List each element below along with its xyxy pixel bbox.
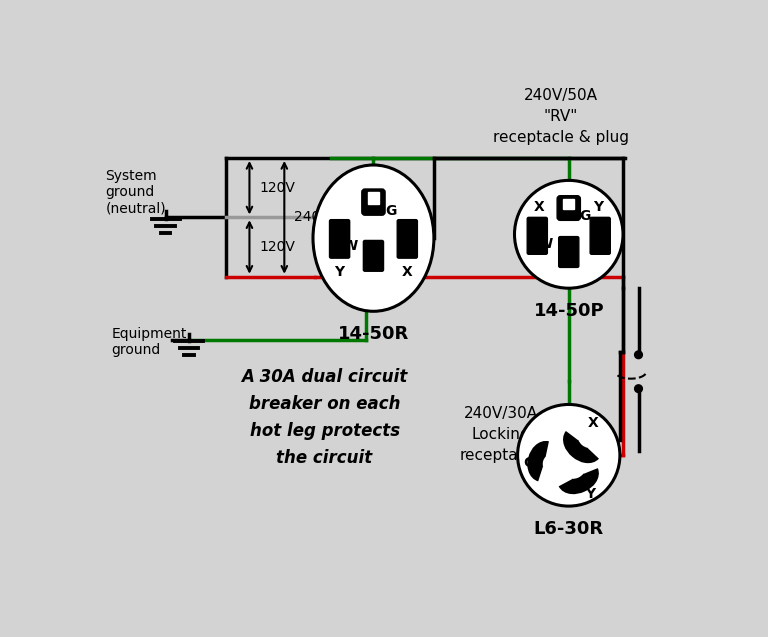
Polygon shape xyxy=(563,199,574,209)
Ellipse shape xyxy=(313,165,434,311)
Text: 120V: 120V xyxy=(260,181,296,195)
Text: A 30A dual circuit
breaker on each
hot leg protects
the circuit: A 30A dual circuit breaker on each hot l… xyxy=(241,368,408,467)
FancyBboxPatch shape xyxy=(527,217,548,254)
Text: 240V/50A
"RV"
receptacle & plug: 240V/50A "RV" receptacle & plug xyxy=(493,88,629,145)
Text: 14-50R: 14-50R xyxy=(338,325,409,343)
Text: G: G xyxy=(523,456,534,470)
Text: X: X xyxy=(534,200,545,214)
Text: System
ground
(neutral): System ground (neutral) xyxy=(105,169,166,215)
Text: X: X xyxy=(588,416,599,430)
Text: W: W xyxy=(538,236,553,250)
Text: 240V: 240V xyxy=(294,210,330,224)
FancyBboxPatch shape xyxy=(558,236,579,268)
Text: 120V: 120V xyxy=(260,240,296,254)
FancyBboxPatch shape xyxy=(557,196,581,220)
Text: G: G xyxy=(385,204,396,218)
FancyBboxPatch shape xyxy=(590,217,611,254)
Polygon shape xyxy=(368,192,379,204)
Circle shape xyxy=(515,180,623,288)
Text: 240V/30A
Locking
receptacle: 240V/30A Locking receptacle xyxy=(460,406,541,463)
Text: L6-30R: L6-30R xyxy=(534,520,604,538)
FancyBboxPatch shape xyxy=(363,240,383,271)
Text: W: W xyxy=(343,239,358,253)
Text: Y: Y xyxy=(585,487,595,501)
Text: Equipment
ground: Equipment ground xyxy=(111,327,187,357)
FancyBboxPatch shape xyxy=(397,220,417,258)
Text: 14-50P: 14-50P xyxy=(534,302,604,320)
Text: G: G xyxy=(580,209,591,223)
Text: X: X xyxy=(402,265,412,279)
Text: Y: Y xyxy=(594,200,604,214)
Circle shape xyxy=(634,351,642,359)
FancyBboxPatch shape xyxy=(329,220,349,258)
Circle shape xyxy=(634,385,642,392)
Text: Y: Y xyxy=(335,265,345,279)
Circle shape xyxy=(518,404,620,506)
FancyBboxPatch shape xyxy=(362,189,385,215)
